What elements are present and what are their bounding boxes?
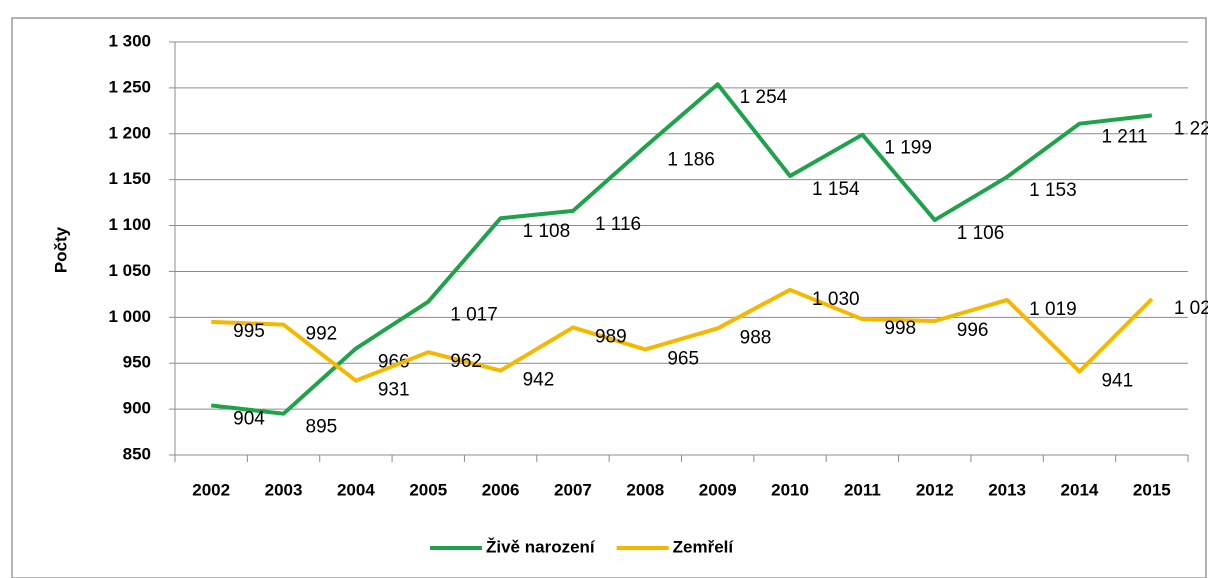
x-tick-label: 2013 bbox=[988, 480, 1026, 499]
x-tick-label: 2012 bbox=[916, 480, 954, 499]
data-label: 988 bbox=[740, 327, 772, 348]
data-label: 1 254 bbox=[740, 87, 788, 108]
series-line bbox=[210, 82, 1153, 416]
data-label: 1 153 bbox=[1029, 180, 1077, 201]
y-tick-label: 1 150 bbox=[108, 169, 151, 188]
x-tick-label: 2010 bbox=[771, 480, 809, 499]
y-tick-label: 1 050 bbox=[108, 261, 151, 280]
x-tick-label: 2008 bbox=[626, 480, 664, 499]
data-label: 1 017 bbox=[450, 305, 498, 326]
y-tick-label: 1 200 bbox=[108, 123, 151, 142]
data-label: 941 bbox=[1101, 370, 1133, 391]
data-label: 1 116 bbox=[595, 214, 641, 235]
y-tick-label: 1 000 bbox=[108, 307, 151, 326]
data-label: 992 bbox=[306, 324, 338, 345]
data-label: 1 020 bbox=[1174, 298, 1208, 319]
y-tick-label: 1 300 bbox=[108, 31, 151, 50]
x-tick-label: 2005 bbox=[409, 480, 447, 499]
x-tick-label: 2014 bbox=[1061, 480, 1099, 499]
x-tick-label: 2003 bbox=[265, 480, 303, 499]
x-tick-label: 2015 bbox=[1133, 480, 1171, 499]
x-tick-label: 2009 bbox=[699, 480, 737, 499]
data-label: 995 bbox=[233, 321, 265, 342]
data-label: 904 bbox=[233, 408, 265, 429]
data-label: 895 bbox=[306, 417, 338, 438]
y-tick-label: 1 250 bbox=[108, 77, 151, 96]
y-tick-label: 900 bbox=[123, 399, 151, 418]
legend-label: Zemřelí bbox=[673, 537, 735, 556]
y-tick-label: 850 bbox=[123, 444, 151, 463]
y-tick-label: 1 100 bbox=[108, 215, 151, 234]
data-label: 1 154 bbox=[812, 179, 860, 200]
data-label: 931 bbox=[378, 380, 410, 401]
x-tick-label: 2004 bbox=[337, 480, 375, 499]
data-label: 996 bbox=[957, 320, 989, 341]
data-label: 965 bbox=[667, 348, 699, 369]
data-label: 1 211 bbox=[1101, 127, 1147, 148]
x-tick-label: 2006 bbox=[482, 480, 520, 499]
x-tick-label: 2007 bbox=[554, 480, 592, 499]
y-axis-label: Počty bbox=[51, 226, 70, 273]
x-tick-label: 2002 bbox=[192, 480, 230, 499]
data-label: 1 199 bbox=[884, 138, 932, 159]
data-label: 1 106 bbox=[957, 223, 1005, 244]
data-label: 998 bbox=[884, 318, 916, 339]
data-label: 942 bbox=[523, 370, 555, 391]
data-label: 962 bbox=[450, 351, 482, 372]
data-label: 1 019 bbox=[1029, 299, 1077, 320]
chart-frame bbox=[11, 17, 1207, 578]
data-label: 989 bbox=[595, 326, 627, 347]
data-label: 1 030 bbox=[812, 289, 860, 310]
x-tick-label: 2011 bbox=[844, 480, 881, 499]
y-tick-label: 950 bbox=[123, 353, 151, 372]
series-line bbox=[211, 287, 1154, 383]
data-label: 1 186 bbox=[667, 150, 715, 171]
data-label: 1 108 bbox=[523, 221, 571, 242]
legend-label: Živě narození bbox=[486, 537, 596, 556]
data-label: 1 220 bbox=[1174, 118, 1208, 139]
